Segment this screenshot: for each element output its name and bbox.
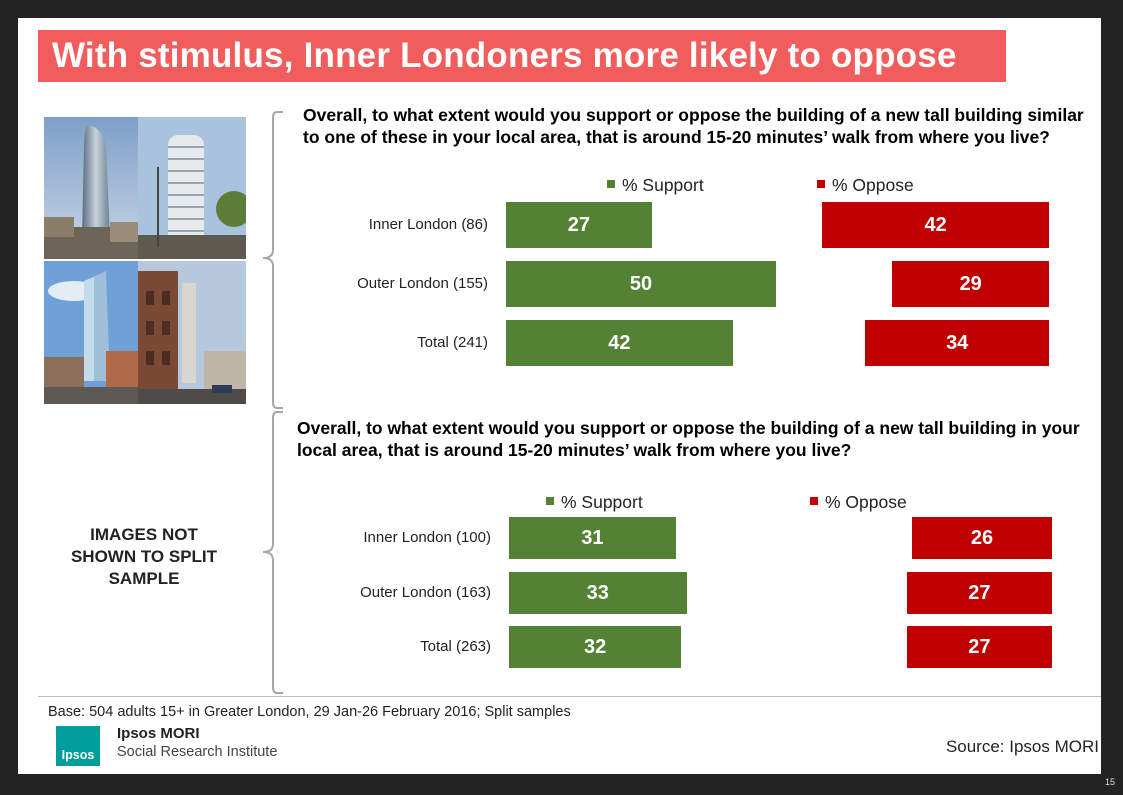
support-value-label: 50 <box>629 272 653 295</box>
title-banner: With stimulus, Inner Londoners more like… <box>38 30 1006 82</box>
source-note: Source: Ipsos MORI <box>945 737 1099 756</box>
tall-building-photo-4 <box>138 261 246 404</box>
chart-1-legend-support: % Support <box>607 175 704 196</box>
page-number: 15 <box>1104 777 1115 787</box>
category-label: Inner London (86) <box>368 216 488 233</box>
support-value-label: 32 <box>583 635 607 658</box>
oppose-value-label: 29 <box>959 272 982 295</box>
chart-2-question: Overall, to what extent would you suppor… <box>297 418 1080 460</box>
oppose-value-label: 26 <box>970 526 994 549</box>
oppose-swatch <box>817 180 825 189</box>
category-label: Total (263) <box>420 638 491 655</box>
tall-building-photo-1 <box>44 117 138 259</box>
images-not-shown-note: IMAGES NOT SHOWN TO SPLIT SAMPLE <box>70 525 218 588</box>
chart-1-legend-oppose: % Oppose <box>817 175 914 196</box>
category-label: Outer London (163) <box>360 584 491 601</box>
chart-2-legend-oppose: % Oppose <box>810 492 907 513</box>
category-label: Total (241) <box>417 334 488 351</box>
org-subtitle: Social Research Institute <box>117 744 278 760</box>
oppose-value-label: 27 <box>968 635 991 658</box>
oppose-bar: 27 <box>906 572 1052 614</box>
chart-1-legend-oppose-label: % Oppose <box>832 175 914 195</box>
chart-2-legend-oppose-label: % Oppose <box>825 492 907 512</box>
tall-building-photo-2 <box>138 117 246 259</box>
bracket-bottom <box>262 411 283 694</box>
oppose-bar: 26 <box>912 517 1052 559</box>
org-name: Ipsos MORI <box>117 725 200 742</box>
base-note: Base: 504 adults 15+ in Greater London, … <box>48 704 571 720</box>
support-value-label: 42 <box>608 331 631 354</box>
support-bar: 33 <box>509 572 687 614</box>
support-bar: 27 <box>506 202 652 248</box>
support-bar: 32 <box>509 626 682 668</box>
oppose-bar: 27 <box>906 626 1052 668</box>
oppose-value-label: 27 <box>968 581 991 604</box>
chart-2-legend-support-label: % Support <box>561 492 643 512</box>
tall-building-photo-3 <box>44 261 138 404</box>
support-bar: 42 <box>506 320 733 366</box>
chart-1-question: Overall, to what extent would you suppor… <box>303 105 1084 147</box>
oppose-swatch <box>810 497 818 506</box>
bracket-top <box>262 111 283 409</box>
support-value-label: 31 <box>581 526 604 549</box>
support-value-label: 27 <box>567 213 591 236</box>
chart-2-legend-support: % Support <box>546 492 643 513</box>
support-swatch <box>607 180 615 189</box>
ipsos-logo: Ipsos <box>56 726 100 766</box>
support-bar: 50 <box>506 261 776 307</box>
oppose-value-label: 34 <box>946 331 969 354</box>
footer-divider <box>38 696 1101 697</box>
oppose-bar: 34 <box>865 320 1049 366</box>
oppose-bar: 42 <box>822 202 1049 248</box>
category-label: Inner London (100) <box>363 529 491 546</box>
category-label: Outer London (155) <box>357 275 488 292</box>
slide: With stimulus, Inner Londoners more like… <box>18 18 1101 774</box>
support-bar: 31 <box>509 517 676 559</box>
slide-title: With stimulus, Inner Londoners more like… <box>52 36 957 75</box>
support-swatch <box>546 497 554 506</box>
oppose-bar: 29 <box>892 261 1049 307</box>
oppose-value-label: 42 <box>924 213 947 236</box>
support-value-label: 33 <box>586 581 609 604</box>
chart-1-legend-support-label: % Support <box>622 175 704 195</box>
